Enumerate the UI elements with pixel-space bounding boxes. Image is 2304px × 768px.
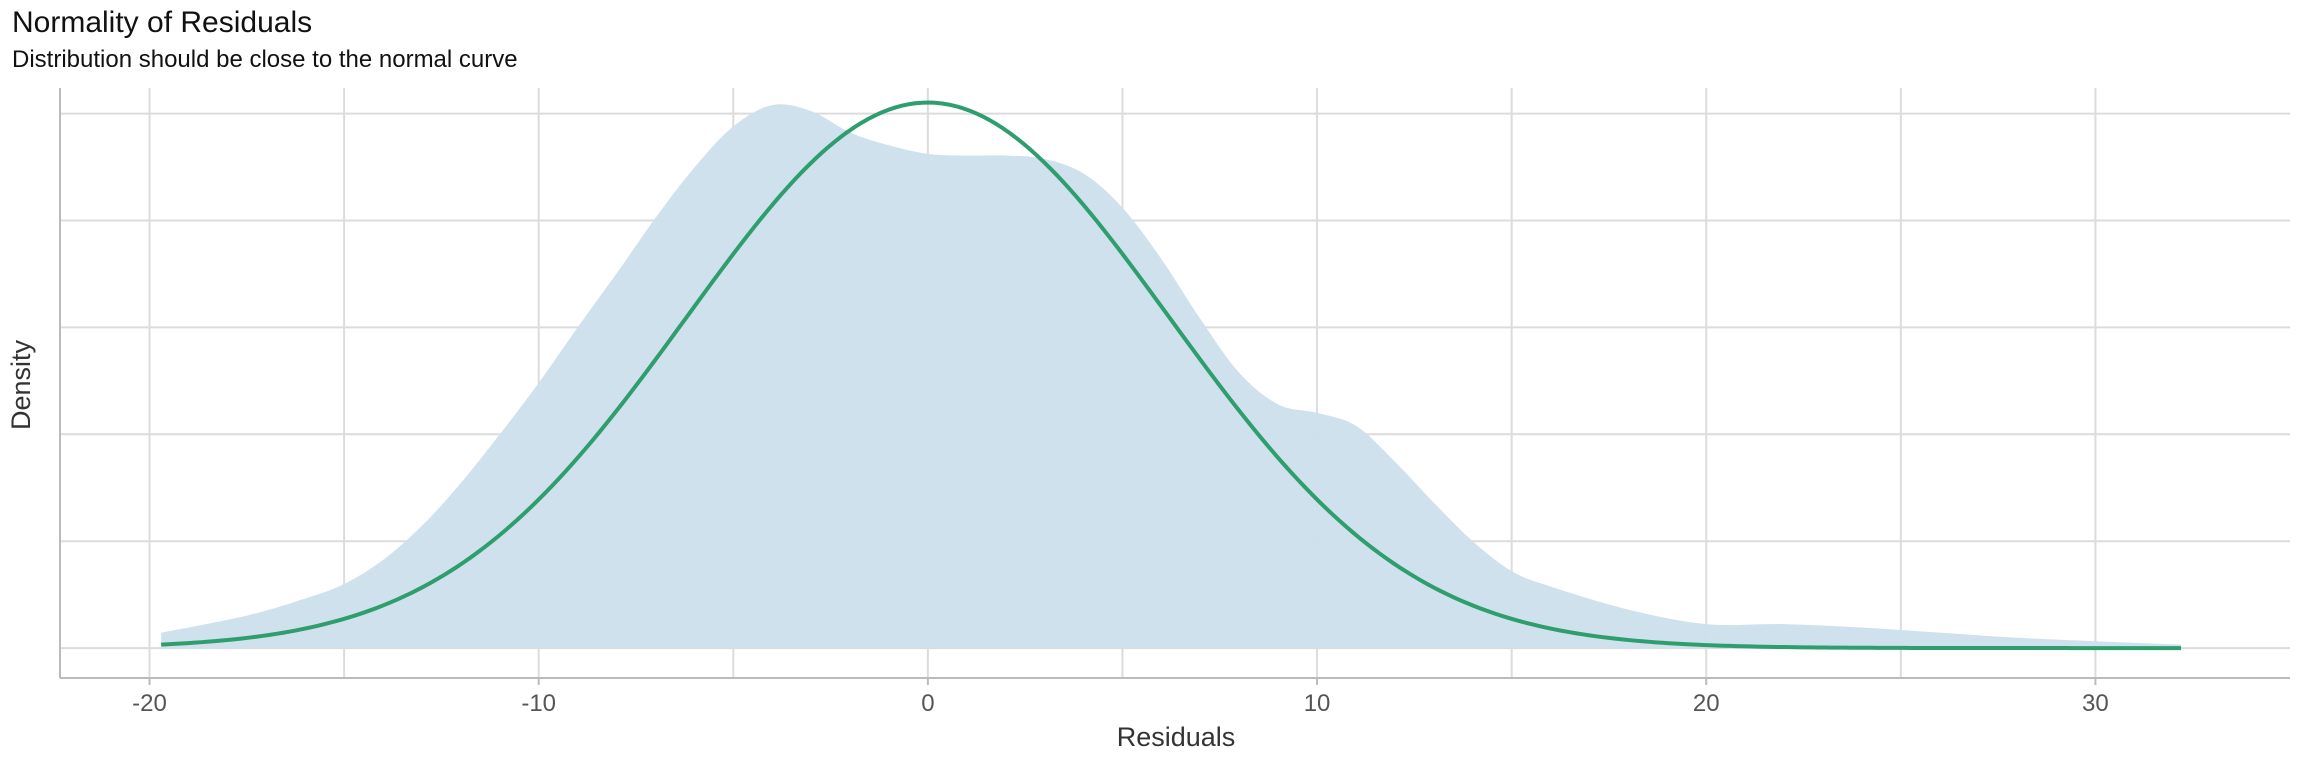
x-tick-label: 0 — [921, 690, 934, 717]
x-axis-label: Residuals — [1116, 722, 1236, 752]
normal-curve-line — [161, 100, 2182, 651]
x-tick-label: 30 — [2082, 690, 2109, 717]
x-tick-label: 20 — [1693, 690, 1720, 717]
chart-title: Normality of Residuals — [12, 6, 313, 39]
x-tick-label: -20 — [132, 690, 167, 717]
density-area — [161, 104, 2182, 649]
chart-subtitle: Distribution should be close to the norm… — [12, 46, 518, 73]
axes — [59, 88, 2290, 685]
x-tick-labels: -20 -10 0 10 20 30 — [132, 690, 2109, 717]
x-tick-label: 10 — [1304, 690, 1331, 717]
series-layer — [161, 100, 2182, 651]
x-tick-label: -10 — [521, 690, 556, 717]
